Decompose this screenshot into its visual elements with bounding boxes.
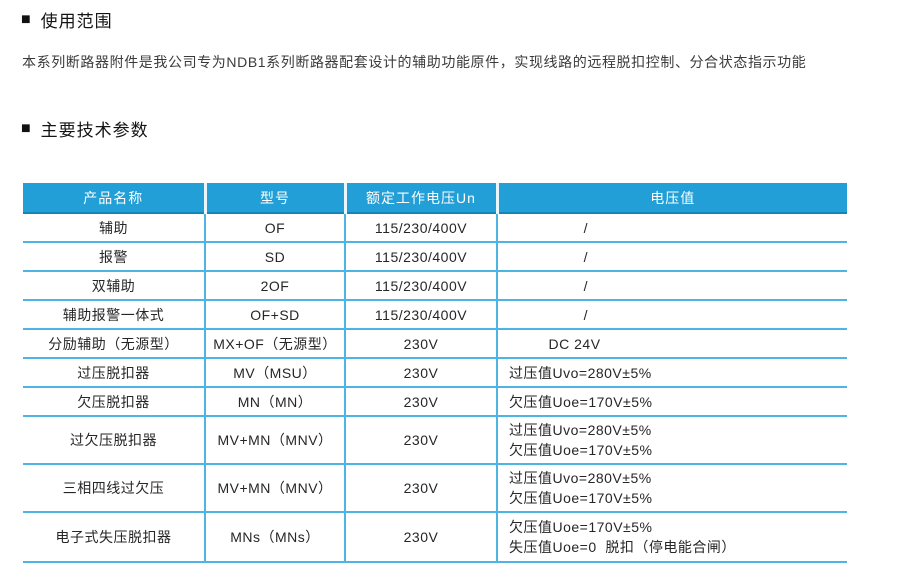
model-cell: MV+MN（MNV） bbox=[204, 416, 345, 465]
model-cell: OF bbox=[204, 213, 345, 243]
rated-voltage-cell: 230V bbox=[344, 387, 497, 417]
model-cell: 2OF bbox=[204, 271, 345, 301]
product-name-cell: 辅助 bbox=[23, 213, 205, 243]
table-header-row: 产品名称 型号 额定工作电压Un 电压值 bbox=[23, 183, 847, 214]
bullet-square-icon: ■ bbox=[21, 10, 32, 28]
section-title: 使用范围 bbox=[40, 12, 113, 31]
bullet-square-icon: ■ bbox=[21, 119, 32, 137]
table-row: 过欠压脱扣器 MV+MN（MNV） 230V 过压值Uvo=280V±5% 欠压… bbox=[23, 416, 847, 465]
rated-voltage-cell: 230V bbox=[344, 416, 497, 465]
voltage-value-cell: 过压值Uvo=280V±5% 欠压值Uoe=170V±5% bbox=[496, 464, 847, 513]
rated-voltage-cell: 115/230/400V bbox=[344, 300, 497, 330]
column-header-product-name: 产品名称 bbox=[23, 183, 205, 214]
column-header-rated-voltage: 额定工作电压Un bbox=[343, 183, 497, 214]
table-row: 过压脱扣器 MV（MSU） 230V 过压值Uvo=280V±5% bbox=[23, 358, 847, 388]
voltage-value-cell: 欠压值Uoe=170V±5% 失压值Uoe=0 脱扣（停电能合闸） bbox=[496, 512, 847, 563]
model-cell: MN（MN） bbox=[204, 387, 345, 417]
technical-parameters-table: 产品名称 型号 额定工作电压Un 电压值 辅助 OF 115/230/400V … bbox=[23, 183, 847, 563]
voltage-value-cell: / bbox=[496, 242, 847, 272]
table-row: 分励辅助（无源型） MX+OF（无源型） 230V DC 24V bbox=[23, 329, 847, 359]
product-name-cell: 欠压脱扣器 bbox=[23, 387, 205, 417]
model-cell: OF+SD bbox=[204, 300, 345, 330]
voltage-value-cell: 欠压值Uoe=170V±5% bbox=[496, 387, 847, 417]
product-name-cell: 分励辅助（无源型） bbox=[23, 329, 205, 359]
model-cell: MV（MSU） bbox=[204, 358, 345, 388]
intro-paragraph: 本系列断路器附件是我公司专为NDB1系列断路器配套设计的辅助功能原件，实现线路的… bbox=[22, 54, 807, 70]
product-name-cell: 过压脱扣器 bbox=[23, 358, 205, 388]
section-heading-usage-scope: ■ 使用范围 bbox=[21, 7, 113, 32]
model-cell: MNs（MNs） bbox=[204, 512, 345, 563]
table-row: 双辅助 2OF 115/230/400V / bbox=[23, 271, 847, 301]
model-cell: MX+OF（无源型） bbox=[204, 329, 345, 359]
table-row: 电子式失压脱扣器 MNs（MNs） 230V 欠压值Uoe=170V±5% 失压… bbox=[23, 512, 847, 563]
rated-voltage-cell: 230V bbox=[344, 329, 497, 359]
model-cell: MV+MN（MNV） bbox=[204, 464, 345, 513]
rated-voltage-cell: 115/230/400V bbox=[344, 271, 497, 301]
product-name-cell: 双辅助 bbox=[23, 271, 205, 301]
column-header-voltage-value: 电压值 bbox=[495, 183, 847, 214]
table-row: 三相四线过欠压 MV+MN（MNV） 230V 过压值Uvo=280V±5% 欠… bbox=[23, 464, 847, 513]
product-name-cell: 三相四线过欠压 bbox=[23, 464, 205, 513]
table-row: 辅助 OF 115/230/400V / bbox=[23, 213, 847, 243]
product-name-cell: 电子式失压脱扣器 bbox=[23, 512, 205, 563]
voltage-value-cell: / bbox=[496, 213, 847, 243]
table-row: 辅助报警一体式 OF+SD 115/230/400V / bbox=[23, 300, 847, 330]
rated-voltage-cell: 115/230/400V bbox=[344, 242, 497, 272]
rated-voltage-cell: 230V bbox=[344, 358, 497, 388]
table-row: 欠压脱扣器 MN（MN） 230V 欠压值Uoe=170V±5% bbox=[23, 387, 847, 417]
voltage-value-cell: 过压值Uvo=280V±5% bbox=[496, 358, 847, 388]
product-name-cell: 报警 bbox=[23, 242, 205, 272]
product-name-cell: 辅助报警一体式 bbox=[23, 300, 205, 330]
section-heading-technical-parameters: ■ 主要技术参数 bbox=[21, 116, 149, 141]
rated-voltage-cell: 230V bbox=[344, 512, 497, 563]
rated-voltage-cell: 230V bbox=[344, 464, 497, 513]
voltage-value-cell: 过压值Uvo=280V±5% 欠压值Uoe=170V±5% bbox=[496, 416, 847, 465]
voltage-value-cell: / bbox=[496, 271, 847, 301]
column-header-model: 型号 bbox=[203, 183, 345, 214]
voltage-value-cell: DC 24V bbox=[496, 329, 847, 359]
table-row: 报警 SD 115/230/400V / bbox=[23, 242, 847, 272]
model-cell: SD bbox=[204, 242, 345, 272]
section-title: 主要技术参数 bbox=[40, 121, 149, 140]
voltage-value-cell: / bbox=[496, 300, 847, 330]
rated-voltage-cell: 115/230/400V bbox=[344, 213, 497, 243]
product-name-cell: 过欠压脱扣器 bbox=[23, 416, 205, 465]
